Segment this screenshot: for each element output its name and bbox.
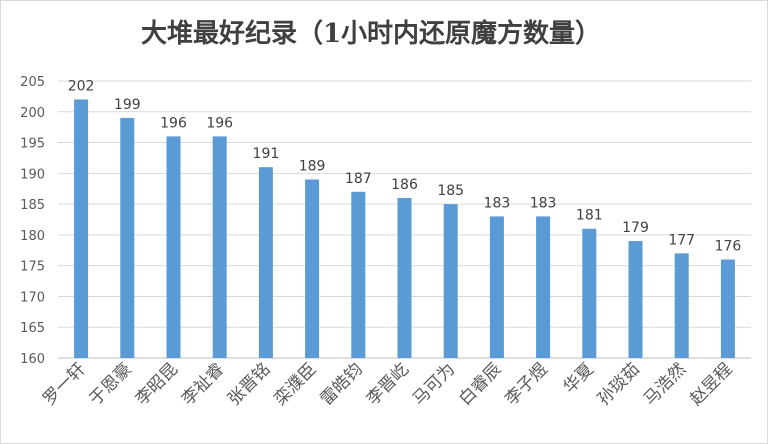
x-tick-label: 孙琰茹 [594, 359, 644, 409]
x-tick-label: 栾濮臣 [270, 359, 320, 409]
bar [720, 259, 735, 358]
bar [628, 241, 643, 358]
x-tick-label: 李子煜 [501, 359, 551, 409]
y-tick-label: 190 [20, 167, 45, 182]
x-tick-label: 赵昱程 [686, 359, 736, 409]
data-label: 189 [299, 158, 326, 174]
chart-title: 大堆最好纪录（1小时内还原魔方数量） [140, 19, 602, 49]
y-tick-label: 205 [20, 75, 45, 90]
x-tick-label: 马可为 [409, 359, 459, 409]
y-tick-label: 195 [20, 137, 45, 152]
bar [166, 136, 181, 358]
bar [536, 216, 551, 358]
data-labels: 202 199 196 196 191 189 187 186 185 183 183 181 179 1… [68, 78, 742, 254]
y-tick-label: 180 [20, 229, 45, 244]
bar [351, 191, 366, 358]
data-label: 199 [114, 97, 141, 113]
x-tick-label: 于恩豪 [85, 359, 136, 410]
data-label: 183 [484, 195, 511, 211]
y-tick-label: 200 [20, 106, 45, 121]
data-label: 191 [253, 146, 280, 162]
y-tick-label: 175 [20, 260, 45, 275]
y-tick-label: 160 [20, 352, 45, 367]
data-label: 196 [160, 115, 187, 131]
x-tick-label: 马浩然 [640, 359, 690, 409]
data-label: 202 [68, 78, 95, 94]
bar [305, 179, 320, 358]
bar [674, 253, 689, 358]
bar [582, 228, 597, 358]
bar [397, 197, 412, 358]
x-tick-label: 雷皓钧 [317, 359, 367, 409]
bar [120, 117, 135, 358]
x-tick-label: 白睿辰 [455, 359, 505, 409]
bars [74, 99, 735, 358]
y-axis-ticks: 160 165 170 175 180 185 190 195 200 205 [20, 75, 45, 367]
data-label: 187 [345, 171, 372, 187]
bar [258, 167, 273, 358]
x-tick-label: 罗一轩 [39, 359, 89, 409]
bar [212, 136, 227, 358]
x-tick-label: 华夏 [560, 359, 598, 397]
bar [74, 99, 89, 358]
bar [489, 216, 504, 358]
y-tick-label: 170 [20, 290, 45, 305]
x-tick-label: 李昭昆 [132, 359, 182, 409]
y-tick-label: 185 [20, 198, 45, 213]
x-tick-label: 李祉睿 [178, 359, 228, 409]
data-label: 185 [437, 183, 464, 199]
data-label: 181 [576, 208, 603, 224]
x-tick-label: 李晋屹 [363, 359, 413, 409]
data-label: 186 [391, 177, 418, 193]
data-label: 183 [530, 195, 557, 211]
data-label: 176 [715, 239, 742, 255]
data-label: 177 [668, 232, 695, 248]
bar [443, 204, 458, 358]
data-label: 196 [206, 115, 233, 131]
y-tick-label: 165 [20, 321, 45, 336]
data-label: 179 [622, 220, 649, 236]
x-tick-label: 张晋铭 [224, 359, 274, 409]
